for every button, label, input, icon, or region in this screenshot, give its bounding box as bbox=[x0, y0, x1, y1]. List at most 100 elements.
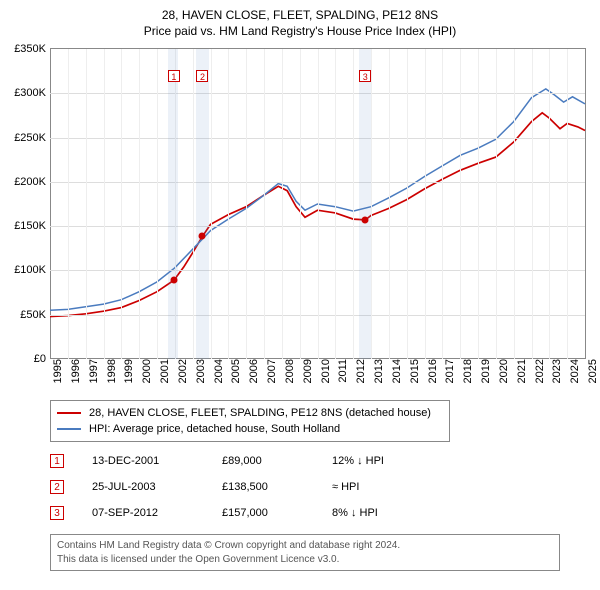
footer-line: This data is licensed under the Open Gov… bbox=[57, 553, 553, 567]
x-tick-label: 1998 bbox=[100, 359, 118, 383]
y-tick-label: £50K bbox=[20, 309, 50, 321]
y-tick-label: £200K bbox=[14, 176, 50, 188]
legend-item: 28, HAVEN CLOSE, FLEET, SPALDING, PE12 8… bbox=[57, 405, 443, 421]
y-tick-label: £250K bbox=[14, 132, 50, 144]
sales-date: 13-DEC-2001 bbox=[92, 455, 222, 467]
sales-date: 25-JUL-2003 bbox=[92, 481, 222, 493]
gridline-vertical bbox=[86, 49, 87, 359]
shaded-band bbox=[359, 49, 371, 359]
x-tick-label: 2015 bbox=[403, 359, 421, 383]
x-tick-label: 2003 bbox=[189, 359, 207, 383]
gridline-vertical bbox=[532, 49, 533, 359]
gridline-vertical bbox=[442, 49, 443, 359]
chart-marker-dot bbox=[170, 277, 177, 284]
x-tick-label: 1999 bbox=[117, 359, 135, 383]
gridline-vertical bbox=[228, 49, 229, 359]
sales-row: 2 25-JUL-2003 £138,500 ≈ HPI bbox=[50, 474, 432, 500]
gridline-vertical bbox=[353, 49, 354, 359]
sales-date: 07-SEP-2012 bbox=[92, 507, 222, 519]
shaded-band bbox=[168, 49, 179, 359]
gridline-vertical bbox=[549, 49, 550, 359]
sales-price: £157,000 bbox=[222, 507, 332, 519]
chart-marker-label: 2 bbox=[196, 70, 208, 82]
x-tick-label: 2018 bbox=[456, 359, 474, 383]
sales-table: 1 13-DEC-2001 £89,000 12% ↓ HPI 2 25-JUL… bbox=[50, 448, 432, 526]
legend-swatch bbox=[57, 412, 81, 414]
legend-label: 28, HAVEN CLOSE, FLEET, SPALDING, PE12 8… bbox=[89, 407, 431, 419]
x-tick-label: 2021 bbox=[510, 359, 528, 383]
x-tick-label: 2011 bbox=[331, 359, 349, 383]
x-tick-label: 2013 bbox=[367, 359, 385, 383]
gridline-vertical bbox=[460, 49, 461, 359]
gridline-vertical bbox=[407, 49, 408, 359]
x-tick-label: 1997 bbox=[82, 359, 100, 383]
x-tick-label: 2012 bbox=[349, 359, 367, 383]
sales-marker-icon: 2 bbox=[50, 480, 64, 494]
shaded-band bbox=[196, 49, 208, 359]
sales-row: 1 13-DEC-2001 £89,000 12% ↓ HPI bbox=[50, 448, 432, 474]
sales-marker-icon: 3 bbox=[50, 506, 64, 520]
x-tick-label: 2023 bbox=[545, 359, 563, 383]
x-tick-label: 2025 bbox=[581, 359, 599, 383]
x-tick-label: 2008 bbox=[278, 359, 296, 383]
gridline-vertical bbox=[68, 49, 69, 359]
legend: 28, HAVEN CLOSE, FLEET, SPALDING, PE12 8… bbox=[50, 400, 450, 442]
footer-line: Contains HM Land Registry data © Crown c… bbox=[57, 539, 553, 553]
x-tick-label: 2006 bbox=[242, 359, 260, 383]
gridline-vertical bbox=[193, 49, 194, 359]
y-tick-label: £300K bbox=[14, 87, 50, 99]
sales-price: £89,000 bbox=[222, 455, 332, 467]
title-address: 28, HAVEN CLOSE, FLEET, SPALDING, PE12 8… bbox=[0, 0, 600, 22]
gridline-vertical bbox=[300, 49, 301, 359]
chart-marker-label: 3 bbox=[359, 70, 371, 82]
sales-marker-icon: 1 bbox=[50, 454, 64, 468]
x-tick-label: 2016 bbox=[421, 359, 439, 383]
gridline-vertical bbox=[282, 49, 283, 359]
x-tick-label: 1996 bbox=[64, 359, 82, 383]
x-tick-label: 2020 bbox=[492, 359, 510, 383]
x-tick-label: 2005 bbox=[224, 359, 242, 383]
x-tick-label: 2001 bbox=[153, 359, 171, 383]
x-tick-label: 2004 bbox=[207, 359, 225, 383]
title-subtitle: Price paid vs. HM Land Registry's House … bbox=[0, 22, 600, 38]
x-tick-label: 1995 bbox=[46, 359, 64, 383]
x-tick-label: 2017 bbox=[438, 359, 456, 383]
x-tick-label: 2022 bbox=[528, 359, 546, 383]
gridline-vertical bbox=[389, 49, 390, 359]
y-tick-label: £150K bbox=[14, 220, 50, 232]
gridline-vertical bbox=[514, 49, 515, 359]
legend-item: HPI: Average price, detached house, Sout… bbox=[57, 421, 443, 437]
x-tick-label: 2007 bbox=[260, 359, 278, 383]
y-tick-label: £100K bbox=[14, 264, 50, 276]
x-tick-label: 2009 bbox=[296, 359, 314, 383]
gridline-vertical bbox=[496, 49, 497, 359]
sales-row: 3 07-SEP-2012 £157,000 8% ↓ HPI bbox=[50, 500, 432, 526]
gridline-vertical bbox=[157, 49, 158, 359]
sales-relative: 12% ↓ HPI bbox=[332, 455, 432, 467]
sales-relative: 8% ↓ HPI bbox=[332, 507, 432, 519]
x-tick-label: 2019 bbox=[474, 359, 492, 383]
chart-plot-area: £0£50K£100K£150K£200K£250K£300K£350K1995… bbox=[50, 48, 586, 359]
gridline-vertical bbox=[425, 49, 426, 359]
gridline-vertical bbox=[121, 49, 122, 359]
gridline-vertical bbox=[567, 49, 568, 359]
chart-marker-dot bbox=[362, 216, 369, 223]
legend-label: HPI: Average price, detached house, Sout… bbox=[89, 423, 340, 435]
gridline-vertical bbox=[335, 49, 336, 359]
x-tick-label: 2000 bbox=[135, 359, 153, 383]
x-tick-label: 2014 bbox=[385, 359, 403, 383]
gridline-vertical bbox=[371, 49, 372, 359]
gridline-vertical bbox=[318, 49, 319, 359]
gridline-vertical bbox=[246, 49, 247, 359]
chart-marker-dot bbox=[199, 233, 206, 240]
x-tick-label: 2024 bbox=[563, 359, 581, 383]
chart-marker-label: 1 bbox=[168, 70, 180, 82]
footer-attribution: Contains HM Land Registry data © Crown c… bbox=[50, 534, 560, 571]
x-tick-label: 2010 bbox=[314, 359, 332, 383]
x-tick-label: 2002 bbox=[171, 359, 189, 383]
gridline-vertical bbox=[211, 49, 212, 359]
gridline-vertical bbox=[478, 49, 479, 359]
gridline-vertical bbox=[104, 49, 105, 359]
legend-swatch bbox=[57, 428, 81, 430]
chart-container: 28, HAVEN CLOSE, FLEET, SPALDING, PE12 8… bbox=[0, 0, 600, 590]
